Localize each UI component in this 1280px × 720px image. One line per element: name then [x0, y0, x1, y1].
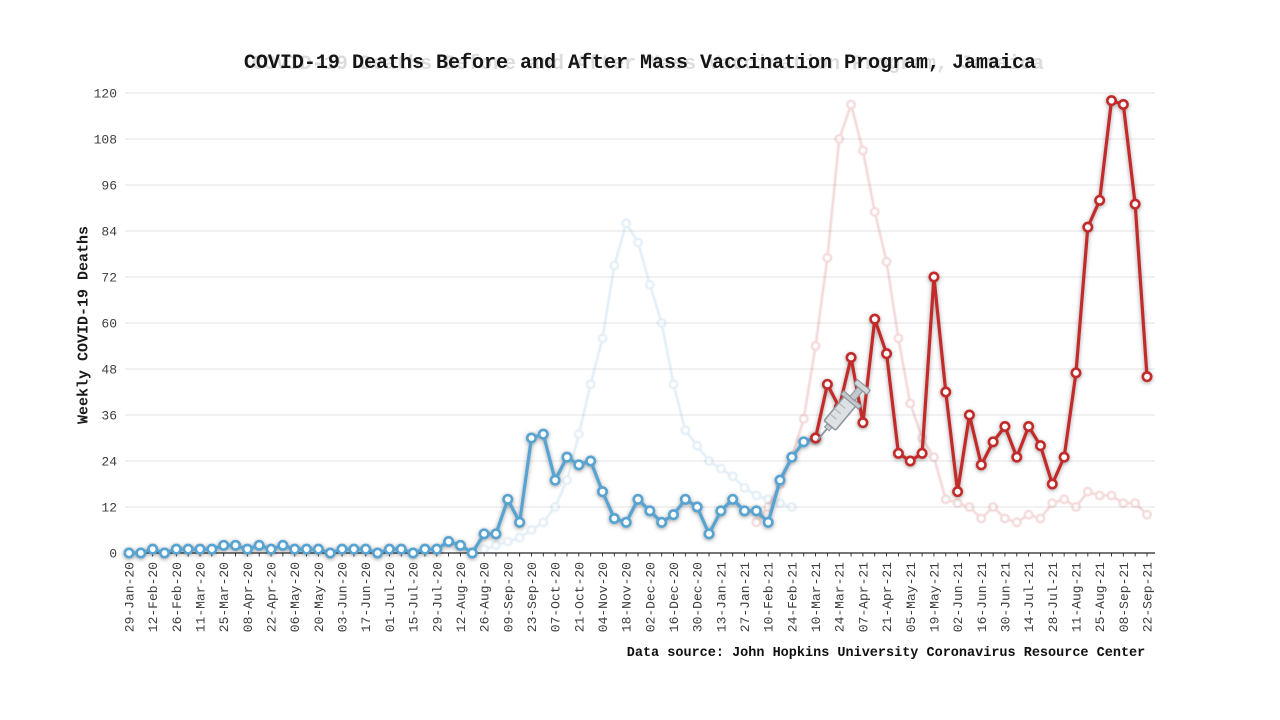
svg-text:15-Jul-20: 15-Jul-20: [407, 562, 422, 632]
svg-text:21-Oct-20: 21-Oct-20: [572, 562, 587, 632]
svg-text:14-Jul-21: 14-Jul-21: [1022, 562, 1037, 632]
svg-text:22-Apr-20: 22-Apr-20: [265, 562, 280, 632]
svg-text:06-May-20: 06-May-20: [288, 562, 303, 632]
series-ghost-wave-red-faded: [751, 99, 1152, 528]
svg-text:30-Jun-21: 30-Jun-21: [998, 562, 1013, 632]
svg-text:13-Jan-21: 13-Jan-21: [714, 562, 729, 632]
svg-text:10-Mar-21: 10-Mar-21: [809, 562, 824, 632]
svg-text:96: 96: [101, 179, 117, 194]
svg-text:09-Sep-20: 09-Sep-20: [501, 562, 516, 632]
svg-text:19-May-21: 19-May-21: [927, 562, 942, 632]
svg-text:0: 0: [109, 547, 117, 562]
svg-text:12-Feb-20: 12-Feb-20: [146, 562, 161, 632]
svg-text:26-Feb-20: 26-Feb-20: [170, 562, 185, 632]
svg-text:11-Aug-21: 11-Aug-21: [1069, 562, 1084, 632]
svg-text:16-Jun-21: 16-Jun-21: [975, 562, 990, 632]
svg-text:07-Apr-21: 07-Apr-21: [856, 562, 871, 632]
svg-text:22-Sep-21: 22-Sep-21: [1141, 562, 1156, 632]
svg-text:17-Jun-20: 17-Jun-20: [359, 562, 374, 632]
svg-text:30-Dec-20: 30-Dec-20: [691, 562, 706, 632]
svg-text:120: 120: [94, 87, 117, 102]
svg-text:10-Feb-21: 10-Feb-21: [762, 562, 777, 632]
svg-text:23-Sep-20: 23-Sep-20: [525, 562, 540, 632]
series-deaths-after-vaccination: [810, 95, 1153, 498]
svg-text:02-Jun-21: 02-Jun-21: [951, 562, 966, 632]
svg-text:28-Jul-21: 28-Jul-21: [1046, 562, 1061, 632]
svg-text:18-Nov-20: 18-Nov-20: [620, 562, 635, 632]
svg-text:108: 108: [94, 133, 117, 148]
svg-text:07-Oct-20: 07-Oct-20: [549, 562, 564, 632]
svg-text:72: 72: [101, 271, 117, 286]
svg-text:84: 84: [101, 225, 117, 240]
svg-text:29-Jul-20: 29-Jul-20: [430, 562, 445, 632]
svg-text:24: 24: [101, 455, 117, 470]
syringe-icon: [816, 379, 871, 441]
svg-text:29-Jan-20: 29-Jan-20: [123, 562, 138, 632]
svg-text:25-Aug-21: 25-Aug-21: [1093, 562, 1108, 632]
series-deaths-before-vaccination: [123, 428, 822, 559]
svg-text:04-Nov-20: 04-Nov-20: [596, 562, 611, 632]
chart-title: COVID-19 Deaths Before and After Mass Va…: [243, 52, 1037, 75]
svg-text:48: 48: [101, 363, 117, 378]
svg-text:08-Sep-21: 08-Sep-21: [1117, 562, 1132, 632]
x-tick-labels: 29-Jan-20 12-Feb-20 26-Feb-20 11-Mar-20 25-M…: [123, 562, 1156, 632]
svg-text:21-Apr-21: 21-Apr-21: [880, 562, 895, 632]
svg-text:26-Aug-20: 26-Aug-20: [478, 562, 493, 632]
data-source-note: Data source: John Hopkins University Cor…: [626, 646, 1146, 661]
svg-text:16-Dec-20: 16-Dec-20: [667, 562, 682, 632]
axes: [125, 552, 1155, 557]
svg-text:11-Mar-20: 11-Mar-20: [194, 562, 209, 632]
svg-text:36: 36: [101, 409, 117, 424]
data-series: [123, 95, 1153, 559]
svg-text:02-Dec-20: 02-Dec-20: [643, 562, 658, 632]
svg-text:03-Jun-20: 03-Jun-20: [336, 562, 351, 632]
svg-text:20-May-20: 20-May-20: [312, 562, 327, 632]
svg-text:01-Jul-20: 01-Jul-20: [383, 562, 398, 632]
svg-text:12: 12: [101, 501, 117, 516]
y-tick-labels: 0 12 24 36 48 60 72 84 96 108 120: [94, 87, 118, 562]
svg-text:12-Aug-20: 12-Aug-20: [454, 562, 469, 632]
svg-text:05-May-21: 05-May-21: [904, 562, 919, 632]
svg-text:24-Feb-21: 24-Feb-21: [785, 562, 800, 632]
svg-text:27-Jan-21: 27-Jan-21: [738, 562, 753, 632]
gridlines: [125, 92, 1155, 508]
svg-text:24-Mar-21: 24-Mar-21: [833, 562, 848, 632]
svg-text:60: 60: [101, 317, 117, 332]
svg-text:25-Mar-20: 25-Mar-20: [217, 562, 232, 632]
svg-text:08-Apr-20: 08-Apr-20: [241, 562, 256, 632]
series-ghost-wave-blue-faded: [479, 218, 797, 555]
